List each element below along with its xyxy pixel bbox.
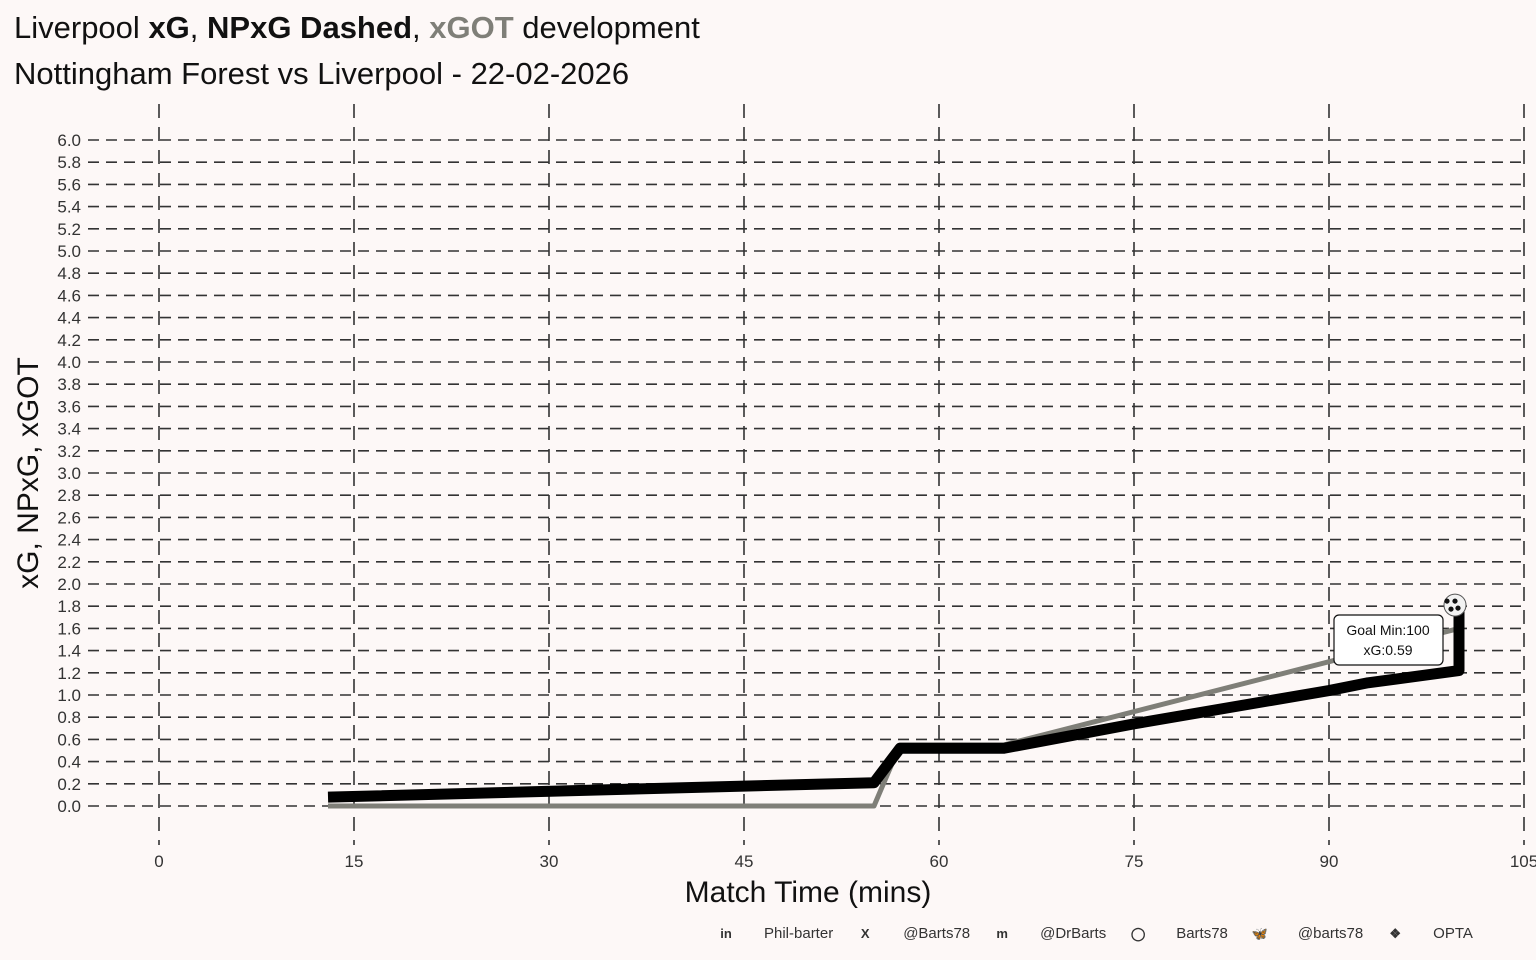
y-tick-label: 5.0 bbox=[57, 242, 81, 261]
y-tick-label: 1.2 bbox=[57, 664, 81, 683]
y-tick-label: 1.6 bbox=[57, 619, 81, 638]
y-tick-label: 5.4 bbox=[57, 198, 81, 217]
football-patch bbox=[1448, 606, 1454, 612]
footer-credit-text: @barts78 bbox=[1297, 925, 1364, 942]
y-tick-label: 3.8 bbox=[57, 375, 81, 394]
github-icon: ◯ bbox=[1130, 925, 1146, 941]
y-tick-label: 1.8 bbox=[57, 597, 81, 616]
football-patch bbox=[1452, 598, 1458, 604]
chart-title: Liverpool xG, NPxG Dashed, xGOT developm… bbox=[14, 10, 700, 45]
x-tick-label: 60 bbox=[930, 852, 949, 871]
y-tick-label: 4.2 bbox=[57, 331, 81, 350]
series-line-xg bbox=[327, 611, 1465, 803]
dropbox-icon: ❖ bbox=[1389, 925, 1401, 941]
y-tick-label: 5.6 bbox=[57, 175, 81, 194]
y-tick-label: 2.6 bbox=[57, 508, 81, 527]
mastodon-icon: m bbox=[996, 926, 1008, 941]
x-tick-label: 75 bbox=[1125, 852, 1144, 871]
goal-annotation-xg: xG:0.59 bbox=[1363, 642, 1412, 658]
x-tick-label: 0 bbox=[154, 852, 163, 871]
y-tick-label: 0.6 bbox=[57, 730, 81, 749]
y-tick-label: 3.2 bbox=[57, 442, 81, 461]
y-tick-label: 3.6 bbox=[57, 397, 81, 416]
y-tick-label: 5.8 bbox=[57, 153, 81, 172]
football-icon bbox=[1443, 593, 1467, 617]
y-tick-label: 2.4 bbox=[57, 531, 81, 550]
goal-annotation-minute: Goal Min:100 bbox=[1346, 622, 1429, 638]
footer-credit-text: Barts78 bbox=[1176, 925, 1228, 942]
footer-credits: in Phil-barter X @Barts78 m @DrBarts ◯ Barts78 🦋… bbox=[718, 925, 1497, 942]
y-tick-label: 6.0 bbox=[57, 131, 81, 150]
y-tick-label: 4.0 bbox=[57, 353, 81, 372]
bluesky-icon: 🦋 bbox=[1251, 925, 1269, 941]
y-tick-label: 4.8 bbox=[57, 264, 81, 283]
y-tick-label: 0.2 bbox=[57, 775, 81, 794]
goal-annotation-box bbox=[1333, 614, 1444, 666]
x-tick-label: 90 bbox=[1320, 852, 1339, 871]
x-tick-label: 105 bbox=[1510, 852, 1536, 871]
footer-credit-text: @DrBarts bbox=[1040, 925, 1107, 942]
y-tick-label: 0.8 bbox=[57, 708, 81, 727]
linkedin-icon: in bbox=[720, 926, 732, 941]
y-tick-label: 0.0 bbox=[57, 797, 81, 816]
series-line-xgot bbox=[328, 625, 1462, 809]
y-axis-label: xG, NPxG, xGOT bbox=[12, 357, 45, 589]
y-tick-label: 2.0 bbox=[57, 575, 81, 594]
football-patch bbox=[1444, 598, 1450, 604]
y-tick-label: 2.2 bbox=[57, 553, 81, 572]
footer-credit-text: @Barts78 bbox=[903, 925, 971, 942]
y-tick-label: 3.0 bbox=[57, 464, 81, 483]
goal-marker bbox=[1443, 593, 1467, 617]
y-tick-label: 4.6 bbox=[57, 286, 81, 305]
y-tick-label: 1.4 bbox=[57, 642, 81, 661]
x-tick-label: 45 bbox=[735, 852, 754, 871]
football-patch bbox=[1455, 605, 1461, 611]
x-axis-label: Match Time (mins) bbox=[685, 876, 932, 909]
y-tick-label: 3.4 bbox=[57, 420, 81, 439]
footer-credit-text: Phil-barter bbox=[764, 925, 834, 942]
y-tick-label: 5.2 bbox=[57, 220, 81, 239]
y-tick-label: 0.4 bbox=[57, 753, 81, 772]
y-tick-label: 2.8 bbox=[57, 486, 81, 505]
x-tick-label: 15 bbox=[345, 852, 364, 871]
x-icon: X bbox=[860, 926, 870, 941]
y-tick-label: 4.4 bbox=[57, 309, 81, 328]
chart-subtitle: Nottingham Forest vs Liverpool - 22-02-2… bbox=[14, 56, 630, 91]
y-tick-label: 1.0 bbox=[57, 686, 81, 705]
footer-credit-text: OPTA bbox=[1433, 925, 1473, 942]
x-tick-label: 30 bbox=[540, 852, 559, 871]
